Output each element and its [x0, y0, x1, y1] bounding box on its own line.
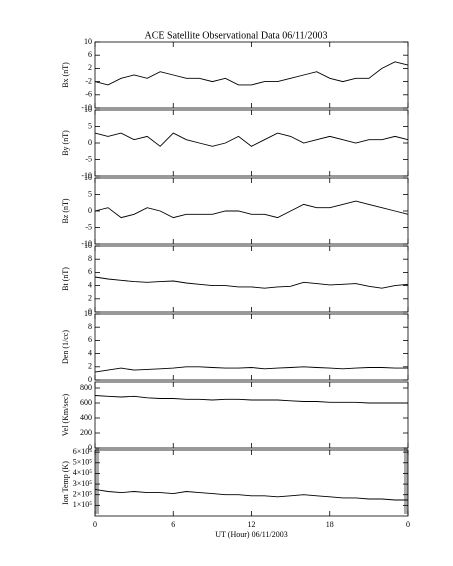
y-tick-label: 10: [84, 309, 92, 318]
y-tick-label: 6: [88, 267, 92, 276]
panel-frame: [94, 449, 409, 517]
y-tick-label: 6: [88, 335, 92, 344]
chart-title: ACE Satellite Observational Data 06/11/2…: [145, 30, 328, 41]
y-axis-label: Bt (nT): [61, 267, 70, 291]
y-tick-label: 2: [88, 294, 92, 303]
y-tick-label: -10: [81, 239, 92, 248]
y-tick-label: 10: [84, 105, 92, 114]
y-tick-label: 6: [88, 50, 92, 59]
data-line: [94, 200, 409, 219]
y-tick-label: 10: [84, 37, 92, 46]
y-tick-label: 4: [88, 348, 92, 357]
panel-frame: [94, 41, 409, 109]
y-tick-label: 800: [80, 383, 92, 392]
y-tick-label: 600: [80, 398, 92, 407]
data-line: [94, 276, 409, 289]
y-tick-label: 10: [84, 173, 92, 182]
y-tick-label: 4: [88, 280, 92, 289]
y-tick-label: 0: [88, 375, 92, 384]
y-tick-label: -10: [81, 171, 92, 180]
x-tick-label: 0: [93, 520, 97, 529]
y-axis-label: Ion Temp (K): [61, 461, 70, 505]
y-tick-label: 2×10⁵: [73, 490, 93, 499]
y-tick-label: 5: [88, 189, 92, 198]
y-tick-label: 3×10⁵: [73, 479, 93, 488]
y-tick-label: 10: [84, 241, 92, 250]
panel-frame: [94, 381, 409, 449]
y-tick-label: -5: [85, 222, 92, 231]
x-tick-label: 0: [406, 520, 410, 529]
y-tick-label: -2: [85, 76, 92, 85]
panel-frame: [94, 109, 409, 177]
panel-frame: [94, 245, 409, 313]
y-tick-label: 2: [88, 362, 92, 371]
data-line: [94, 132, 409, 147]
x-tick-label: 12: [248, 520, 256, 529]
y-tick-label: 8: [88, 322, 92, 331]
y-axis-label: Bx (nT): [61, 62, 70, 88]
y-tick-label: 5×10⁵: [73, 458, 93, 467]
y-tick-label: 6×10⁵: [73, 447, 93, 456]
y-tick-label: -6: [85, 90, 92, 99]
y-tick-label: -10: [81, 103, 92, 112]
panel-frame: [94, 177, 409, 245]
no-data-band: [404, 448, 408, 514]
x-tick-label: 18: [326, 520, 334, 529]
y-tick-label: 400: [80, 413, 92, 422]
y-tick-label: 5: [88, 121, 92, 130]
data-line: [94, 61, 409, 86]
y-tick-label: 0: [88, 307, 92, 316]
data-line: [94, 366, 408, 373]
y-tick-label: 0: [88, 138, 92, 147]
x-axis-label: UT (Hour) 06/11/2003: [215, 530, 287, 539]
y-tick-label: 1×10⁵: [73, 500, 93, 509]
y-tick-label: 4×10⁵: [73, 468, 93, 477]
y-tick-label: 8: [88, 254, 92, 263]
y-tick-label: 200: [80, 428, 92, 437]
data-line: [94, 488, 408, 501]
y-tick-label: -5: [85, 154, 92, 163]
y-tick-label: 2: [88, 63, 92, 72]
y-axis-label: Den (1/cc): [61, 330, 70, 364]
y-axis-label: By (nT): [61, 130, 70, 156]
y-tick-label: 0: [88, 443, 92, 452]
y-axis-label: Bz (nT): [61, 198, 70, 223]
data-line: [94, 395, 408, 404]
y-axis-label: Vel (Km/sec): [61, 393, 70, 436]
no-data-band: [95, 448, 99, 514]
x-tick-label: 6: [171, 520, 175, 529]
y-tick-label: 0: [88, 206, 92, 215]
